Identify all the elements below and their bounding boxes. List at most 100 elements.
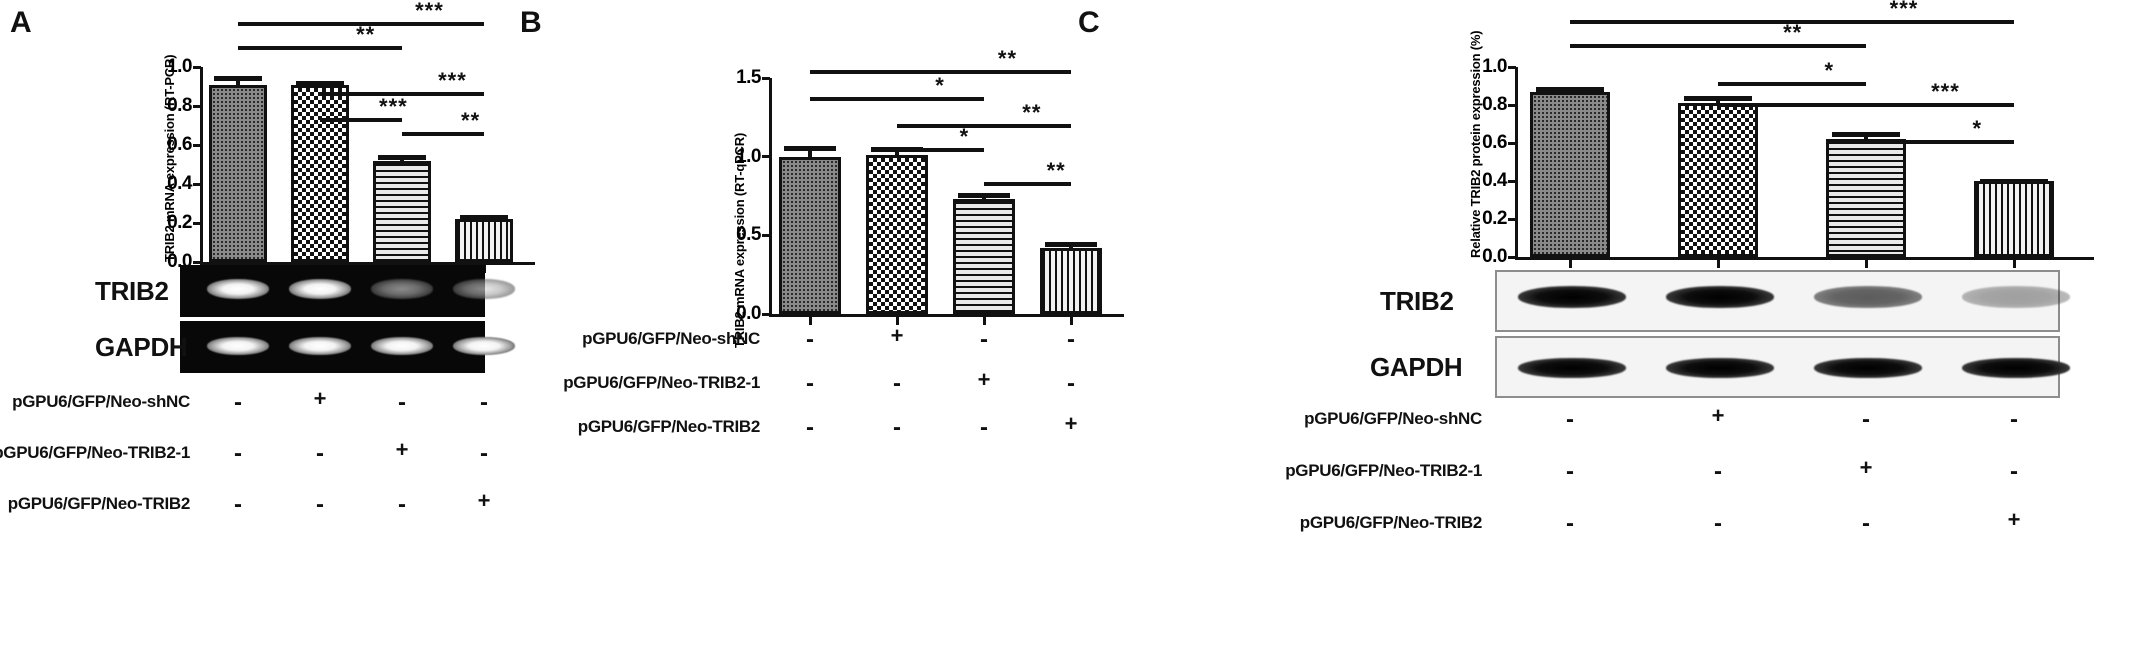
panel-b-y-tick-label: 1.0 bbox=[736, 145, 761, 167]
panel-c-y-tick bbox=[1508, 103, 1516, 107]
panel-a-significance-stars: *** bbox=[415, 0, 444, 23]
panel-c-bar bbox=[1826, 139, 1906, 257]
panel-b-significance-bar bbox=[897, 124, 1071, 128]
panel-b-y-tick-label: 0.0 bbox=[736, 303, 761, 324]
panel-c-condition-mark: - bbox=[1566, 406, 1574, 433]
panel-a-condition-mark: - bbox=[234, 389, 242, 416]
panel-c-blot-gapdh bbox=[1495, 336, 2070, 398]
panel-a-condition-mark: - bbox=[316, 440, 324, 467]
panel-a-x-axis bbox=[200, 262, 535, 265]
panel-a-error-bar bbox=[377, 154, 427, 161]
panel-c-condition-label: pGPU6/GFP/Neo-shNC bbox=[1304, 409, 1482, 428]
panel-b-error-bar bbox=[957, 192, 1011, 200]
panel-b-x-tick bbox=[1069, 317, 1073, 325]
panel-b-significance-bar bbox=[897, 148, 984, 152]
panel-a-y-tick bbox=[193, 143, 201, 147]
panel-c-x-tick bbox=[2012, 260, 2016, 268]
panel-b-condition-mark: - bbox=[893, 370, 901, 397]
panel-a-error-bar bbox=[295, 81, 345, 87]
panel-b: B TRIB2 mRNA expression (RT-qPCR) 0.0 0.5… bbox=[510, 0, 1124, 653]
panel-c-trib2-band bbox=[1666, 286, 1774, 308]
panel-a-significance-stars: *** bbox=[379, 94, 408, 119]
panel-b-error-bar bbox=[870, 147, 924, 156]
panel-a-y-tick-label: 1.0 bbox=[167, 56, 192, 77]
panel-b-condition-mark: - bbox=[1067, 370, 1075, 397]
panel-a-significance-stars: ** bbox=[461, 108, 481, 133]
panel-b-significance-bar bbox=[810, 70, 1071, 74]
panel-b-significance-stars: * bbox=[935, 73, 945, 98]
panel-c-letter: C bbox=[1078, 6, 1100, 39]
panel-a-y-tick bbox=[193, 182, 201, 186]
panel-b-y-tick bbox=[762, 233, 770, 237]
panel-a-condition-mark: - bbox=[234, 440, 242, 467]
panel-c-trib2-band bbox=[1962, 286, 2070, 308]
panel-b-condition-mark: - bbox=[806, 370, 814, 397]
panel-c-condition-mark: - bbox=[1862, 406, 1870, 433]
panel-a-significance-bar bbox=[402, 132, 484, 136]
panel-a-trib2-band bbox=[453, 279, 515, 299]
panel-c-gapdh-band bbox=[1814, 358, 1922, 378]
panel-b-letter: B bbox=[520, 6, 542, 39]
panel-c-condition-mark: + bbox=[1711, 403, 1725, 428]
panel-a-gapdh-band bbox=[207, 337, 269, 355]
panel-b-y-tick-label: 0.5 bbox=[736, 224, 761, 246]
panel-a-error-bar bbox=[459, 215, 509, 221]
panel-c: C Relative TRIB2 protein expression (%) … bbox=[1070, 0, 2150, 653]
panel-b-significance-stars: ** bbox=[1046, 158, 1066, 183]
panel-c-gapdh-band bbox=[1518, 358, 1626, 378]
panel-a-significance-stars: ** bbox=[356, 22, 376, 47]
panel-b-significance-bar bbox=[810, 97, 984, 101]
panel-c-condition-mark: - bbox=[1714, 510, 1722, 537]
panel-a-significance-bar bbox=[320, 92, 484, 96]
panel-a: A TRIB2 mRNA expression (RT-PCR) 0.0 0.2 0… bbox=[0, 0, 535, 653]
panel-b-condition-mark: - bbox=[893, 414, 901, 441]
panel-b-chart: TRIB2 mRNA expression (RT-qPCR) 0.0 0.5 1.… bbox=[510, 0, 1124, 360]
panel-a-condition-mark: - bbox=[316, 491, 324, 518]
panel-b-bar bbox=[1040, 247, 1102, 314]
panel-c-significance-stars: ** bbox=[1783, 20, 1803, 45]
panel-c-significance-bar bbox=[1570, 44, 1866, 48]
panel-a-y-tick bbox=[193, 104, 201, 108]
panel-a-significance-bar bbox=[320, 118, 402, 122]
panel-c-error-bar bbox=[1684, 96, 1752, 104]
panel-c-condition-mark: - bbox=[1566, 510, 1574, 537]
panel-c-significance-stars: * bbox=[1972, 116, 1983, 141]
panel-b-bar bbox=[953, 199, 1015, 314]
panel-b-condition-label: pGPU6/GFP/Neo-shNC bbox=[582, 329, 760, 348]
panel-c-condition-mark: - bbox=[1566, 458, 1574, 485]
panel-a-condition-label: pGPU6/GFP/Neo-TRIB2-1 bbox=[0, 443, 190, 462]
panel-b-condition-mark: + bbox=[977, 367, 991, 392]
panel-c-significance-bar bbox=[1570, 20, 2014, 24]
panel-c-blot-trib2 bbox=[1495, 270, 2070, 332]
panel-b-condition-mark: + bbox=[890, 323, 904, 348]
panel-c-significance-bar bbox=[1866, 140, 2014, 144]
panel-c-significance-bar bbox=[1718, 103, 2014, 107]
panel-a-gapdh-band bbox=[289, 337, 351, 355]
panel-b-condition-label: pGPU6/GFP/Neo-TRIB2 bbox=[577, 417, 761, 436]
panel-a-bar bbox=[455, 219, 513, 262]
panel-b-condition-mark: - bbox=[1067, 326, 1075, 353]
panel-b-condition-mark: + bbox=[1064, 411, 1078, 436]
panel-c-gapdh-band bbox=[1962, 358, 2070, 378]
panel-a-gel-trib2 bbox=[180, 265, 515, 317]
panel-b-y-tick bbox=[762, 76, 770, 80]
panel-c-blot-trib2-label: TRIB2 bbox=[1380, 286, 1454, 316]
panel-a-y-tick-label: 0.4 bbox=[167, 173, 192, 194]
panel-c-y-tick bbox=[1508, 179, 1516, 183]
panel-a-y-tick-label: 0.8 bbox=[167, 95, 192, 116]
panel-c-condition-mark: + bbox=[2007, 507, 2021, 532]
panel-c-x-tick bbox=[1568, 260, 1572, 268]
panel-b-significance-stars: ** bbox=[1022, 100, 1042, 125]
panel-b-bar bbox=[779, 156, 841, 314]
panel-b-bar bbox=[866, 155, 928, 314]
panel-c-condition-mark: - bbox=[1862, 510, 1870, 537]
panel-b-significance-stars: ** bbox=[997, 46, 1018, 71]
panel-c-bar bbox=[1530, 91, 1610, 257]
panel-a-condition-mark: - bbox=[480, 440, 488, 467]
panel-c-y-tick-label: 1.0 bbox=[1482, 56, 1507, 77]
panel-a-bar bbox=[373, 160, 431, 262]
panel-c-y-tick bbox=[1508, 217, 1516, 221]
panel-a-y-tick-label: 0.6 bbox=[167, 134, 192, 155]
panel-c-trib2-band bbox=[1814, 286, 1922, 308]
panel-a-condition-mark: - bbox=[234, 491, 242, 518]
